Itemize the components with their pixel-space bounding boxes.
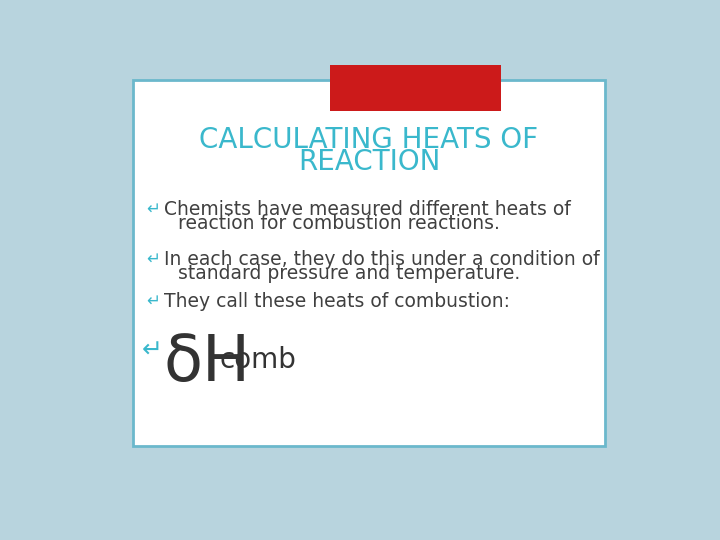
Text: ↵: ↵ [145, 200, 160, 218]
Text: They call these heats of combustion:: They call these heats of combustion: [163, 292, 510, 311]
Text: reaction for combustion reactions.: reaction for combustion reactions. [178, 214, 500, 233]
Text: comb: comb [220, 346, 297, 374]
FancyBboxPatch shape [132, 80, 606, 446]
Text: ↵: ↵ [142, 338, 163, 362]
Text: standard pressure and temperature.: standard pressure and temperature. [178, 264, 520, 283]
Text: ↵: ↵ [145, 249, 160, 268]
Text: In each case, they do this under a condition of: In each case, they do this under a condi… [163, 249, 599, 268]
Text: ↵: ↵ [145, 292, 160, 310]
Text: CALCULATING HEATS OF: CALCULATING HEATS OF [199, 126, 539, 154]
Text: Chemists have measured different heats of: Chemists have measured different heats o… [163, 200, 570, 219]
Bar [330, 65, 500, 111]
Text: REACTION: REACTION [298, 148, 440, 176]
Text: δH: δH [163, 332, 251, 394]
